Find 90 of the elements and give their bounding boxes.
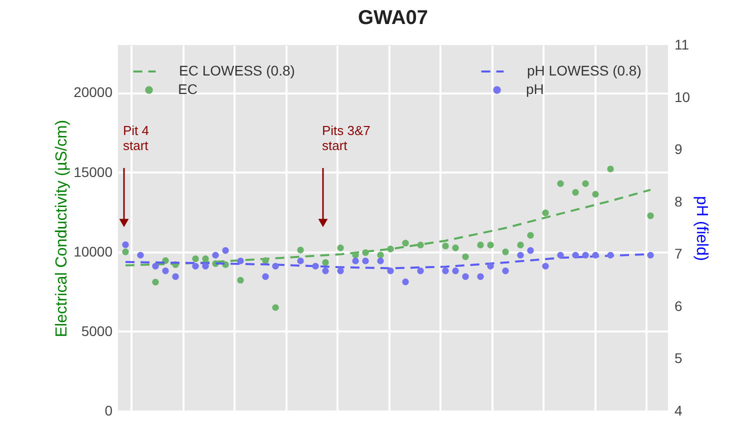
point — [417, 268, 424, 274]
point — [192, 255, 199, 262]
annotation: Pits 3&7 start — [322, 123, 370, 153]
point — [607, 252, 614, 259]
point — [487, 242, 494, 248]
legend-label: pH LOWESS (0.8) — [527, 62, 642, 78]
y2-tick-label: 8 — [674, 193, 682, 210]
point — [502, 248, 509, 256]
point — [572, 189, 579, 196]
point — [487, 262, 494, 270]
point — [202, 255, 209, 262]
point — [517, 242, 524, 248]
point — [542, 210, 549, 216]
y2-tick-label: 11 — [674, 36, 690, 52]
y-tick-label: 0 — [104, 402, 113, 418]
legend-label: EC LOWESS (0.8) — [179, 62, 295, 78]
point — [262, 257, 269, 264]
y-tick-label: 15000 — [74, 164, 113, 180]
point — [212, 252, 219, 259]
point — [387, 268, 394, 274]
point — [272, 304, 279, 311]
point — [237, 258, 244, 264]
point — [582, 180, 589, 187]
point — [337, 244, 344, 252]
point — [377, 258, 384, 264]
point — [477, 273, 484, 280]
point — [572, 252, 579, 259]
point — [647, 212, 654, 220]
point — [152, 278, 159, 286]
point — [237, 276, 244, 284]
point — [352, 258, 359, 264]
point — [527, 247, 534, 254]
point — [272, 262, 279, 270]
chart-title: GWA07 — [358, 7, 428, 29]
y-tick-label: 10000 — [74, 243, 113, 260]
point — [312, 262, 319, 270]
y2-tick-label: 6 — [674, 298, 682, 314]
point — [542, 262, 549, 270]
point — [592, 190, 599, 198]
point — [452, 268, 459, 274]
point — [527, 232, 534, 239]
annotation: Pit 4 start — [123, 123, 150, 153]
point — [557, 252, 564, 259]
point — [502, 268, 509, 274]
point — [557, 180, 564, 187]
point — [322, 268, 329, 274]
point — [462, 253, 469, 260]
legend-label: pH — [526, 81, 544, 97]
point — [352, 252, 359, 258]
point — [337, 268, 344, 274]
y2-axis-title: pH (field) — [693, 196, 710, 261]
point — [452, 244, 459, 252]
y2-tick-label: 4 — [674, 402, 682, 418]
point — [442, 268, 449, 274]
point — [202, 262, 209, 270]
point — [607, 166, 614, 172]
point — [517, 252, 524, 259]
point — [377, 252, 384, 258]
point — [192, 262, 199, 270]
point — [122, 248, 129, 256]
y2-tick-label: 10 — [674, 88, 690, 105]
point — [297, 258, 304, 264]
legend-label: EC — [178, 81, 198, 97]
y2-tick-label: 5 — [674, 350, 682, 366]
y2-tick-label: 7 — [674, 246, 682, 262]
point — [162, 268, 169, 274]
point — [647, 252, 654, 259]
point — [592, 252, 599, 259]
point — [137, 252, 144, 259]
point — [172, 273, 179, 280]
point — [297, 246, 304, 254]
point — [402, 240, 409, 246]
point — [477, 242, 484, 248]
point — [387, 246, 394, 252]
point — [362, 258, 369, 264]
y-tick-label: 20000 — [74, 84, 113, 100]
y2-tick-label: 9 — [674, 141, 682, 158]
y-axis-title: Electrical Conductivity (µS/cm) — [54, 120, 71, 338]
y-tick-label: 5000 — [81, 322, 113, 339]
point — [462, 273, 469, 280]
point — [262, 273, 269, 280]
point — [582, 252, 589, 259]
point — [417, 242, 424, 248]
point — [322, 259, 329, 266]
point — [402, 278, 409, 286]
point — [362, 249, 369, 256]
point — [152, 262, 159, 270]
point — [222, 247, 229, 254]
point — [442, 242, 449, 250]
point — [122, 241, 129, 248]
